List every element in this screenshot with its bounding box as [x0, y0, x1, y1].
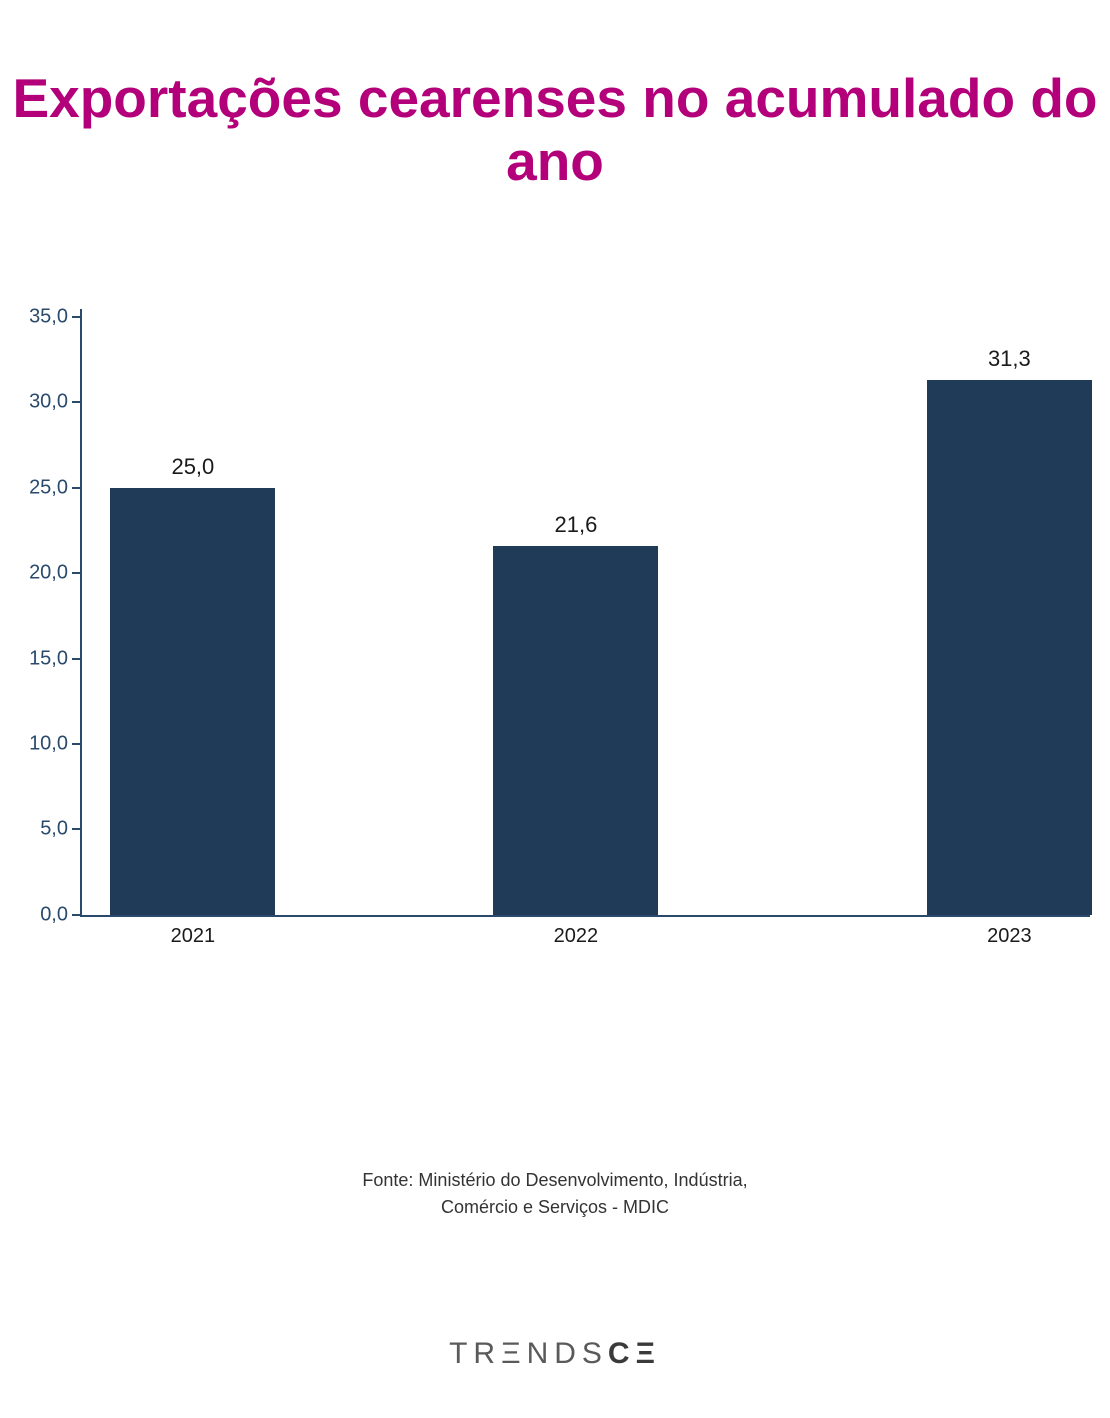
y-tick	[72, 743, 82, 745]
y-tick	[72, 572, 82, 574]
bar: 21,6	[493, 546, 658, 915]
y-tick	[72, 487, 82, 489]
plot-area: 0,05,010,015,020,025,030,035,025,0202121…	[80, 317, 1090, 917]
bar-value-label: 21,6	[554, 512, 597, 538]
brand-logo: TRΞNDSCΞ	[0, 1337, 1110, 1371]
bar: 25,0	[110, 488, 275, 915]
source-caption: Fonte: Ministério do Desenvolvimento, In…	[0, 1167, 1110, 1221]
brand-part-4: CΞ	[608, 1337, 661, 1370]
x-category-label: 2023	[987, 925, 1032, 948]
bar: 31,3	[927, 380, 1092, 915]
y-tick-label: 30,0	[29, 391, 68, 414]
y-tick	[72, 401, 82, 403]
bar-value-label: 31,3	[988, 346, 1031, 372]
y-tick	[72, 914, 82, 916]
y-tick	[72, 658, 82, 660]
y-tick-label: 10,0	[29, 733, 68, 756]
y-tick-label: 35,0	[29, 305, 68, 328]
chart-title: Exportações cearenses no acumulado do an…	[0, 37, 1110, 194]
x-category-label: 2021	[171, 925, 216, 948]
y-tick-label: 15,0	[29, 647, 68, 670]
brand-part-1: TR	[449, 1337, 501, 1370]
y-tick	[72, 316, 82, 318]
y-tick-label: 20,0	[29, 562, 68, 585]
bar-chart: 0,05,010,015,020,025,030,035,025,0202121…	[20, 317, 1090, 957]
x-category-label: 2022	[554, 925, 599, 948]
y-tick-label: 5,0	[40, 818, 68, 841]
brand-part-3: NDS	[527, 1337, 608, 1370]
brand-part-2: Ξ	[501, 1337, 527, 1370]
y-tick-label: 0,0	[40, 903, 68, 926]
y-tick	[72, 828, 82, 830]
source-line-1: Fonte: Ministério do Desenvolvimento, In…	[362, 1170, 747, 1190]
bar-value-label: 25,0	[171, 454, 214, 480]
y-tick-label: 25,0	[29, 476, 68, 499]
source-line-2: Comércio e Serviços - MDIC	[441, 1197, 669, 1217]
